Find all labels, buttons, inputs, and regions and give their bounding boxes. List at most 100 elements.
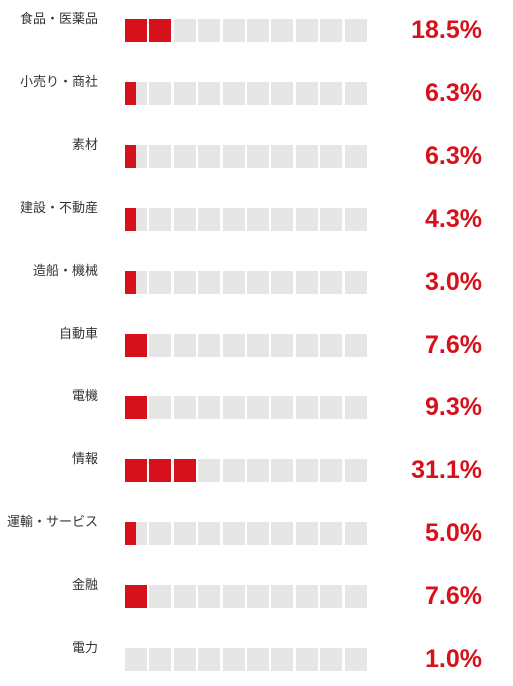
bar-fill xyxy=(125,207,136,231)
bar-cell xyxy=(149,396,172,420)
category-label: 金融 xyxy=(71,578,98,594)
bar-cell xyxy=(344,333,367,357)
bar-cell xyxy=(271,144,294,168)
bar-cell xyxy=(247,522,269,546)
bar-cell xyxy=(198,270,221,294)
bar-cell xyxy=(344,81,367,105)
value-label: 6.3% xyxy=(425,78,482,107)
chart-row: 造船・機械 3.0% xyxy=(0,264,513,296)
bar-cell xyxy=(125,459,147,483)
bar-cell xyxy=(222,333,245,357)
bar-cell xyxy=(247,459,269,483)
bar-cell xyxy=(222,585,245,609)
value-label: 18.5% xyxy=(411,16,482,44)
bar-cell xyxy=(271,585,294,609)
bar-cell xyxy=(222,648,245,671)
bar-cell xyxy=(295,333,318,357)
bar-cell xyxy=(198,333,221,357)
bar-cell xyxy=(198,19,221,42)
bar-cell xyxy=(295,270,318,294)
bar-cell xyxy=(125,207,147,231)
bar-cell xyxy=(247,585,269,609)
bar-cell xyxy=(222,459,245,483)
bar-cell xyxy=(295,207,318,231)
bar-cell xyxy=(125,333,147,357)
category-label: 自動車 xyxy=(58,326,98,342)
bar-cell xyxy=(295,396,318,420)
chart-row: 素材 6.3% xyxy=(0,137,513,170)
bar-cell xyxy=(125,81,147,105)
bar-cell xyxy=(271,270,294,294)
category-label: 素材 xyxy=(71,137,98,153)
value-label: 5.0% xyxy=(425,519,482,548)
bar-cell xyxy=(247,648,269,671)
bar-cell xyxy=(173,522,196,546)
bar-cell xyxy=(173,19,196,42)
bar-cell xyxy=(173,333,196,357)
bar-fill xyxy=(125,270,136,294)
bar-cell xyxy=(198,144,221,168)
bar-track xyxy=(125,585,367,609)
bar-cell xyxy=(320,333,343,357)
value-label: 7.6% xyxy=(425,330,482,359)
bar-cell xyxy=(344,522,367,546)
bar-cell xyxy=(271,459,294,483)
value-label: 31.1% xyxy=(411,456,482,485)
bar-fill xyxy=(125,144,136,168)
bar-cell xyxy=(247,81,269,105)
bar-cell xyxy=(125,648,147,671)
bar-cell xyxy=(125,270,147,294)
bar-cell xyxy=(125,396,147,420)
bar-cell xyxy=(222,144,245,168)
bar-cell xyxy=(222,522,245,546)
bar-fill xyxy=(173,459,196,483)
bar-fill xyxy=(125,585,147,609)
bar-cell xyxy=(247,333,269,357)
bar-fill xyxy=(125,459,147,483)
bar-track xyxy=(125,144,367,168)
bar-cell xyxy=(295,144,318,168)
bar-cell xyxy=(247,396,269,420)
category-label: 情報 xyxy=(71,452,98,468)
bar-cell xyxy=(173,648,196,671)
chart-row: 食品・医薬品 18.5% xyxy=(0,12,513,44)
bar-cell xyxy=(295,585,318,609)
bar-cell xyxy=(320,585,343,609)
bar-cell xyxy=(320,522,343,546)
chart-row: 電力 1.0% xyxy=(0,641,513,673)
bar-cell xyxy=(149,585,172,609)
bar-cell xyxy=(173,270,196,294)
bar-cell xyxy=(125,144,147,168)
bar-cell xyxy=(222,81,245,105)
bar-cell xyxy=(198,522,221,546)
bar-cell xyxy=(320,270,343,294)
bar-cell xyxy=(149,270,172,294)
chart-row: 建設・不動産 4.3% xyxy=(0,201,513,233)
bar-cell xyxy=(247,19,269,42)
bar-cell xyxy=(271,81,294,105)
value-label: 9.3% xyxy=(425,393,482,422)
bar-cell xyxy=(173,585,196,609)
chart-row: 運輸・サービス 5.0% xyxy=(0,515,513,548)
category-label: 食品・医薬品 xyxy=(19,12,98,27)
bar-cell xyxy=(222,19,245,42)
bar-cell xyxy=(125,19,147,42)
bar-cell xyxy=(149,19,172,42)
bar-cell xyxy=(295,522,318,546)
bar-cell xyxy=(173,144,196,168)
bar-cell xyxy=(173,207,196,231)
bar-cell xyxy=(320,396,343,420)
bar-cell xyxy=(344,396,367,420)
bar-cell xyxy=(344,585,367,609)
bar-cell xyxy=(198,648,221,671)
bar-cell xyxy=(271,207,294,231)
value-label: 3.0% xyxy=(425,267,482,296)
bar-fill xyxy=(125,19,147,42)
bar-cell xyxy=(271,522,294,546)
bar-cell xyxy=(149,459,172,483)
bar-track xyxy=(125,333,367,357)
chart-row: 情報 31.1% xyxy=(0,452,513,485)
value-label: 6.3% xyxy=(425,141,482,170)
bar-track xyxy=(125,270,367,294)
